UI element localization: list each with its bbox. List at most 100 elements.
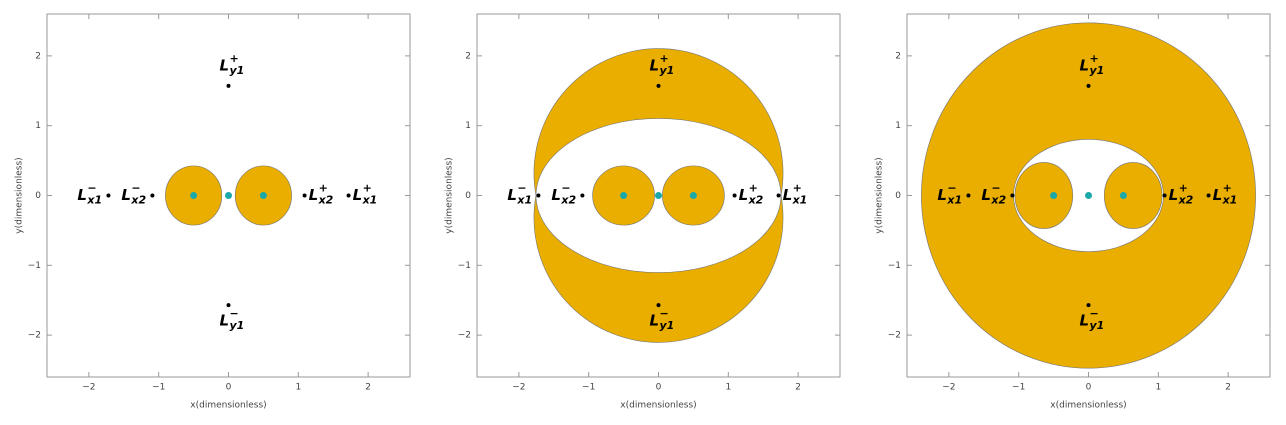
lagrange-point xyxy=(1086,83,1091,88)
x-tick-label: 0 xyxy=(1086,383,1092,393)
x-axis-label: x(dimensionless) xyxy=(190,401,266,411)
y-axis-label: y(dimensionless) xyxy=(875,157,885,233)
point-label-sup: + xyxy=(1090,52,1099,65)
x-tick-label: 1 xyxy=(295,383,301,393)
x-tick-label: 0 xyxy=(226,383,232,393)
y-tick-label: 0 xyxy=(895,191,901,201)
x-tick-label: −1 xyxy=(1012,383,1025,393)
lagrange-point xyxy=(656,303,661,308)
lagrange-point xyxy=(150,193,155,198)
point-label-sub: x1 xyxy=(946,194,962,207)
point-label-sub: x2 xyxy=(748,194,764,207)
point-label: L xyxy=(121,186,131,204)
point-label: L xyxy=(981,186,991,204)
point-label-sub: x1 xyxy=(86,194,102,207)
y-tick-label: 1 xyxy=(35,121,41,131)
x-tick-label: −2 xyxy=(942,383,955,393)
x-tick-label: 0 xyxy=(656,383,662,393)
point-label-sub: x1 xyxy=(792,194,808,207)
point-label-sup: − xyxy=(131,182,140,195)
point-label: L xyxy=(551,186,561,204)
point-label: L xyxy=(507,186,517,204)
lagrange-point xyxy=(966,193,971,198)
point-label-sub: y1 xyxy=(230,319,245,332)
point-label-sup: − xyxy=(947,182,956,195)
point-label-sub: x1 xyxy=(516,194,532,207)
lagrange-point xyxy=(1162,193,1167,198)
lagrange-point xyxy=(1206,193,1211,198)
point-label-sub: x1 xyxy=(362,194,378,207)
y-tick-label: 2 xyxy=(35,51,41,61)
point-label: L xyxy=(220,312,230,330)
point-label-sup: − xyxy=(517,182,526,195)
point-label-sub: x1 xyxy=(1222,194,1238,207)
point-label-sup: + xyxy=(230,52,239,65)
primary xyxy=(620,192,628,199)
x-tick-label: 1 xyxy=(725,383,731,393)
x-tick-label: 1 xyxy=(1155,383,1161,393)
point-label-sub: x2 xyxy=(318,194,334,207)
x-tick-label: 2 xyxy=(795,383,801,393)
y-tick-label: 0 xyxy=(35,191,41,201)
y-tick-label: −1 xyxy=(888,261,901,271)
point-label-sup: − xyxy=(561,182,570,195)
plot: −2 −1 0 1 2 −2 −1 0 1 2 x(dimensionless) y(dimensio… xyxy=(875,13,1271,411)
x-axis-label: x(dimensionless) xyxy=(1050,401,1126,411)
y-tick-label: −1 xyxy=(458,261,471,271)
y-tick-label: 1 xyxy=(465,121,471,131)
lagrange-point xyxy=(302,193,307,198)
primary xyxy=(1085,192,1092,199)
lagrange-point xyxy=(776,193,781,198)
y-tick-label: 2 xyxy=(465,51,471,61)
x-tick-label: 2 xyxy=(1225,383,1231,393)
point-label-sup: + xyxy=(363,182,372,195)
point-label: L xyxy=(1169,186,1179,204)
point-label-sup: + xyxy=(319,182,328,195)
lagrange-point xyxy=(656,83,661,88)
point-label-sup: + xyxy=(749,182,758,195)
point-label-sub: y1 xyxy=(230,64,245,77)
primary xyxy=(689,192,697,199)
y-tick-label: −2 xyxy=(888,331,901,341)
lagrange-point xyxy=(1086,303,1091,308)
x-tick-label: −2 xyxy=(512,383,525,393)
point-label: L xyxy=(309,186,319,204)
lagrange-point xyxy=(106,193,111,198)
primary xyxy=(259,192,267,199)
plot: −2 −1 0 1 2 −2 −1 0 1 2 x(dimensionless) y(dimensio… xyxy=(15,13,411,411)
point-label-sub: y1 xyxy=(660,319,675,332)
point-label-sub: x2 xyxy=(990,194,1006,207)
point-label-sup: − xyxy=(660,307,669,320)
x-tick-label: 2 xyxy=(365,383,371,393)
point-label-sup: − xyxy=(230,307,239,320)
point-label: L xyxy=(650,56,660,74)
y-tick-label: 2 xyxy=(895,51,901,61)
primary xyxy=(655,192,662,199)
y-axis-label: y(dimensionless) xyxy=(445,157,455,233)
x-tick-label: −2 xyxy=(82,383,95,393)
primary xyxy=(1119,192,1127,199)
y-tick-label: −2 xyxy=(458,331,471,341)
point-label-sub: x2 xyxy=(130,194,146,207)
y-tick-label: −1 xyxy=(28,261,41,271)
primary xyxy=(225,192,232,199)
lagrange-point xyxy=(580,193,585,198)
point-label-sub: y1 xyxy=(660,64,675,77)
y-tick-label: 1 xyxy=(895,121,901,131)
lagrange-point xyxy=(536,193,541,198)
point-label-sub: y1 xyxy=(1090,64,1105,77)
point-label-sup: + xyxy=(793,182,802,195)
x-axis-label: x(dimensionless) xyxy=(620,401,696,411)
y-tick-label: 0 xyxy=(465,191,471,201)
point-label: L xyxy=(783,186,793,204)
region xyxy=(1104,162,1162,229)
point-label-sub: x2 xyxy=(1178,194,1194,207)
lagrange-point xyxy=(226,303,231,308)
point-label-sup: − xyxy=(1090,307,1099,320)
region xyxy=(1015,162,1073,229)
point-label-sup: − xyxy=(991,182,1000,195)
lagrange-point xyxy=(226,83,231,88)
point-label-sub: x2 xyxy=(560,194,576,207)
x-tick-label: −1 xyxy=(152,383,165,393)
